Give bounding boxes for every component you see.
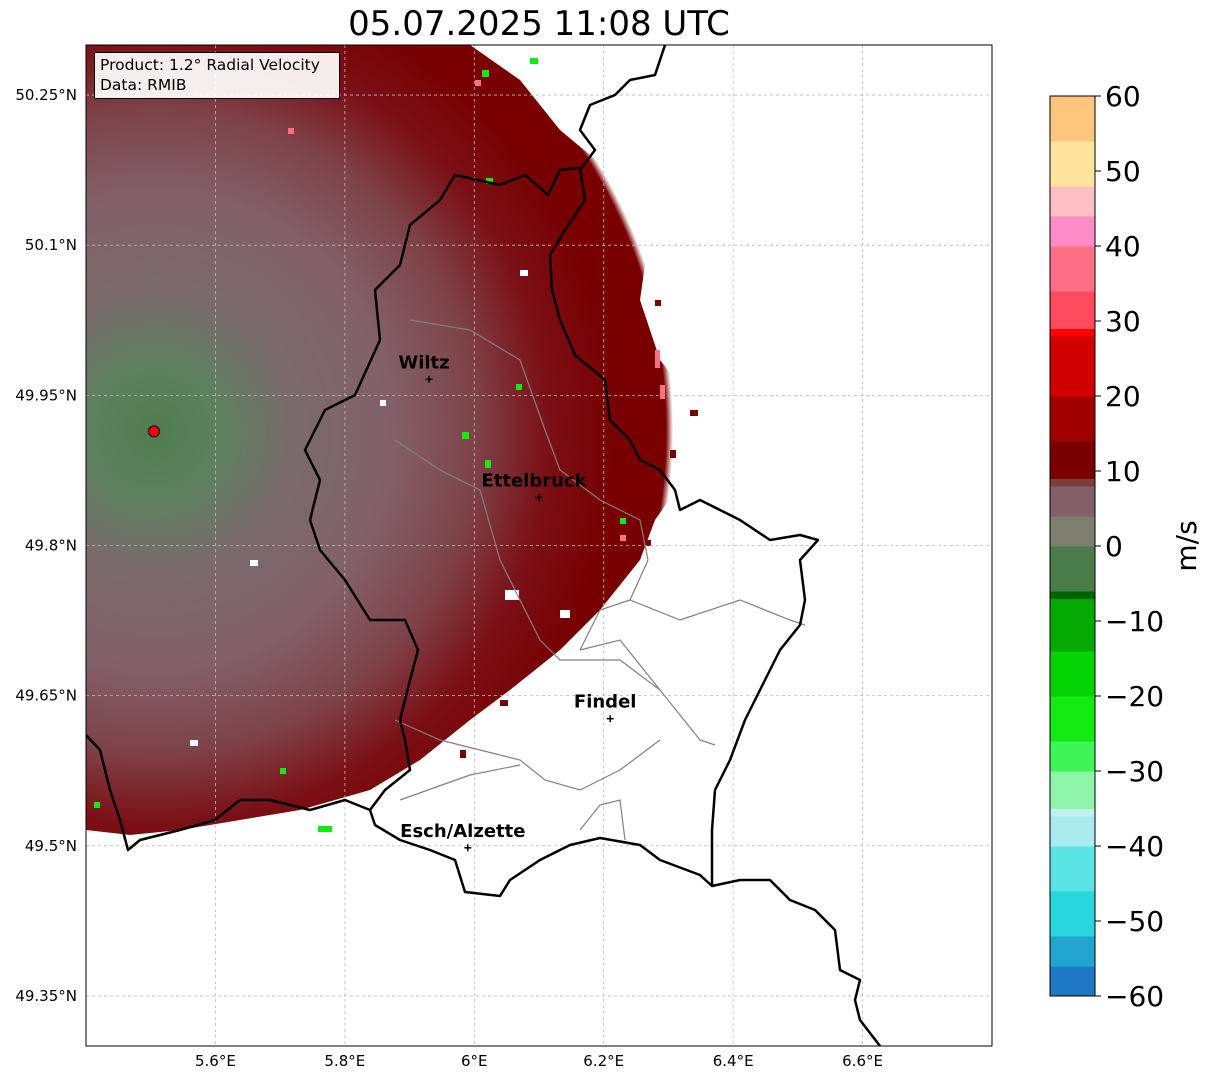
lat-tick-label: 49.35°N xyxy=(15,987,77,1005)
white-gaps xyxy=(190,270,570,746)
plot-frame xyxy=(85,44,993,1047)
radar-layer: Wiltz Ettelbruck Findel Esch/Alzette xyxy=(86,45,992,1046)
radar-site-marker xyxy=(147,425,160,438)
canton-boundaries xyxy=(394,319,806,841)
lon-tick-label: 5.8°E xyxy=(324,1052,365,1070)
velocity-field xyxy=(86,45,700,835)
lat-tick-label: 49.95°N xyxy=(15,386,77,404)
lat-tick-label: 49.8°N xyxy=(25,537,77,555)
green-speckle xyxy=(94,58,626,832)
city-label: Findel xyxy=(574,692,637,713)
luxembourg-border xyxy=(303,166,820,898)
germany-border-east xyxy=(578,45,667,171)
city-markers: Wiltz Ettelbruck Findel Esch/Alzette xyxy=(398,352,637,852)
city-marker: Ettelbruck xyxy=(481,470,588,501)
lat-tick-label: 49.65°N xyxy=(15,687,77,705)
lat-tick-label: 50.25°N xyxy=(15,86,77,104)
lon-tick-label: 6°E xyxy=(461,1052,488,1070)
data-source-label: Data: RMIB xyxy=(100,76,187,94)
product-info-box: Product: 1.2° Radial Velocity Data: RMIB xyxy=(94,52,340,99)
lon-tick-label: 6.6°E xyxy=(842,1052,883,1070)
lon-tick-label: 6.4°E xyxy=(713,1052,754,1070)
lon-tick-label: 5.6°E xyxy=(195,1052,236,1070)
germany-border-south xyxy=(711,878,881,1046)
city-label: Wiltz xyxy=(398,352,449,373)
map-title: 05.07.2025 11:08 UTC xyxy=(348,4,730,44)
city-marker: Findel xyxy=(574,692,637,723)
pink-speckle xyxy=(288,80,665,541)
product-label: Product: 1.2° Radial Velocity xyxy=(100,56,320,74)
city-label: Esch/Alzette xyxy=(400,821,525,842)
city-label: Ettelbruck xyxy=(481,470,587,491)
lon-tick-label: 6.2°E xyxy=(583,1052,624,1070)
city-marker: Esch/Alzette xyxy=(400,821,525,852)
belgium-france-border xyxy=(86,734,371,852)
city-marker: Wiltz xyxy=(398,352,450,383)
national-borders xyxy=(86,45,881,1046)
longitude-ticks: 5.6°E 5.8°E 6°E 6.2°E 6.4°E 6.6°E xyxy=(195,1052,883,1070)
lat-tick-label: 49.5°N xyxy=(25,837,77,855)
lat-tick-label: 50.1°N xyxy=(25,236,77,254)
latitude-ticks: 50.25°N 50.1°N 49.95°N 49.8°N 49.65°N 49.5°N 4… xyxy=(15,86,77,1005)
